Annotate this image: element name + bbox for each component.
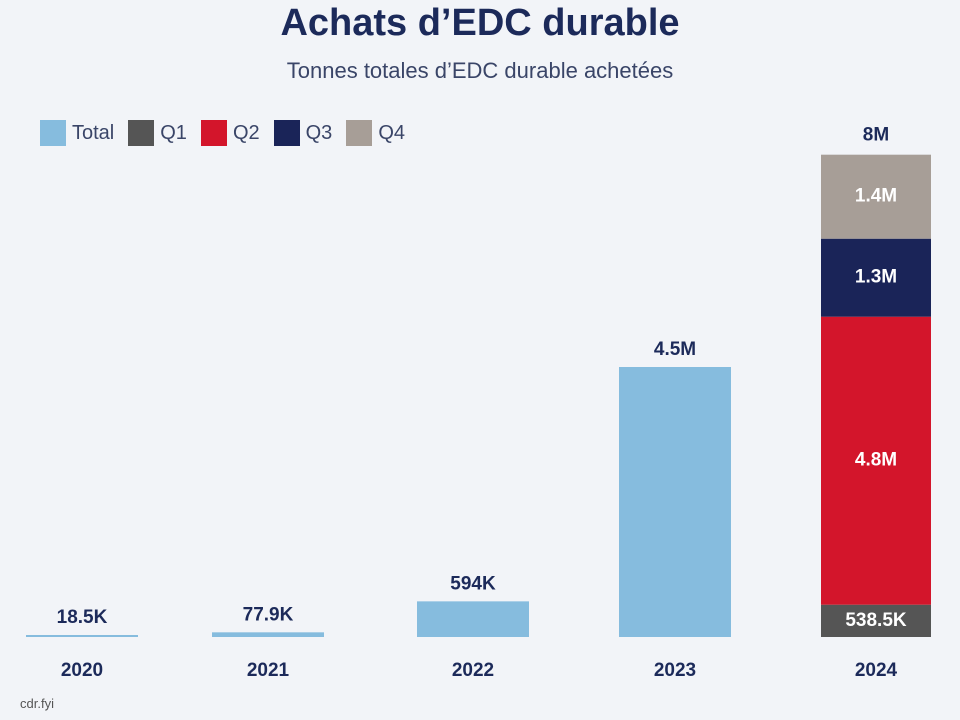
chart-title: Achats d’EDC durable xyxy=(280,2,680,44)
chart-subtitle: Tonnes totales d’EDC durable achetées xyxy=(286,58,674,83)
legend-swatch-total xyxy=(40,120,66,146)
legend-item-q3: Q3 xyxy=(273,120,333,146)
data-label-total-2022: 594K xyxy=(450,573,496,594)
bar-total-2022 xyxy=(417,601,529,637)
legend-swatch-q4 xyxy=(346,120,373,146)
source-label: cdr.fyi xyxy=(20,696,54,711)
data-label-total-2021: 77.9K xyxy=(243,604,294,625)
legend-swatch-q3 xyxy=(273,120,300,146)
bar-total-2021 xyxy=(212,632,324,637)
legend: Total Q1 Q2 Q3 Q4 xyxy=(40,120,405,146)
data-label-total-2024: 8M xyxy=(863,125,889,146)
x-tick-label-2020: 2020 xyxy=(61,660,103,681)
bar-segment-q2 xyxy=(821,316,931,605)
data-label-q2: 4.8M xyxy=(855,450,897,471)
data-label-q1: 538.5K xyxy=(845,610,907,631)
legend-swatch-q1 xyxy=(128,120,155,146)
x-tick-label-2023: 2023 xyxy=(654,660,696,681)
x-tick-label-2024: 2024 xyxy=(855,660,898,681)
legend-item-total: Total xyxy=(40,120,114,146)
legend-item-q2: Q2 xyxy=(200,120,260,146)
legend-item-q4: Q4 xyxy=(346,120,405,146)
legend-label-q4: Q4 xyxy=(378,121,405,144)
bar-segment-q3 xyxy=(821,238,931,317)
bar-segment-q1 xyxy=(821,604,931,637)
legend-item-q1: Q1 xyxy=(128,120,187,146)
legend-label-q2: Q2 xyxy=(232,121,260,144)
x-tick-label-2021: 2021 xyxy=(247,660,290,681)
bar-total-2020 xyxy=(26,635,138,637)
legend-label-total: Total xyxy=(72,121,115,144)
data-label-q3: 1.3M xyxy=(855,267,897,288)
x-tick-label-2022: 2022 xyxy=(452,660,494,681)
bar-total-2023 xyxy=(619,367,731,637)
legend-swatch-q2 xyxy=(200,120,227,146)
legend-label-q3: Q3 xyxy=(305,121,333,144)
data-label-total-2023: 4.5M xyxy=(654,339,696,360)
data-label-q4: 1.4M xyxy=(855,186,897,207)
bar-segment-q4 xyxy=(821,154,931,239)
legend-label-q1: Q1 xyxy=(160,121,187,144)
data-label-total-2020: 18.5K xyxy=(57,607,108,628)
